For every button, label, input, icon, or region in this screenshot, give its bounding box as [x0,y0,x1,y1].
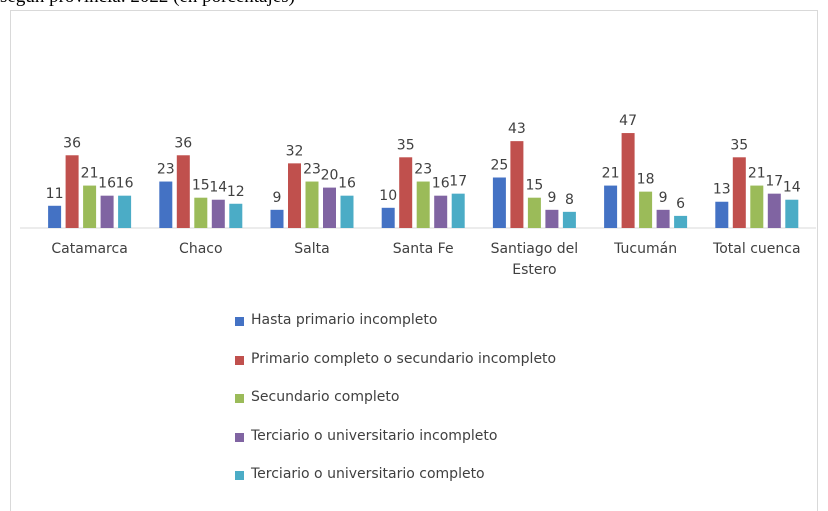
bar [416,181,430,228]
data-label: 8 [565,192,574,208]
data-label: 10 [379,188,397,204]
legend-label: Terciario o universitario incompleto [251,427,498,444]
bar [323,187,336,228]
data-label: 15 [192,178,210,194]
bar [732,157,746,228]
bar [656,209,670,228]
data-label: 9 [547,190,556,206]
legend-label: Terciario o universitario completo [251,466,485,482]
bar [288,163,301,228]
data-label: 23 [157,162,175,178]
x-tick-label: Santiago del Estero [490,241,579,278]
bar [83,185,97,228]
data-label: 47 [619,113,637,129]
bar [270,209,284,228]
bar [510,141,524,228]
bar [48,205,62,228]
bar [229,203,243,228]
data-label: 14 [783,180,801,196]
data-label: 36 [174,135,192,151]
data-label: 15 [525,178,543,194]
legend-label: Secundario completo [251,389,400,405]
data-label: 25 [490,158,508,174]
data-label: 16 [116,176,134,192]
data-label: 21 [602,166,620,182]
bar [100,195,114,228]
bar [604,185,618,228]
data-label: 43 [508,121,526,137]
bar [118,195,132,228]
bar [451,193,465,228]
bar [194,197,208,228]
data-label: 9 [273,190,282,206]
bar [527,197,541,228]
data-label: 14 [209,180,227,196]
legend-swatch [235,471,244,480]
data-label: 16 [98,176,116,192]
chart-frame [10,10,818,511]
x-tick-label: Santa Fe [392,241,454,257]
bar [715,201,729,228]
data-label: 20 [321,168,339,184]
data-label: 36 [63,135,81,151]
legend-swatch [235,355,244,365]
bar [381,207,395,228]
bar [211,199,225,228]
data-label: 32 [286,143,304,159]
bar [340,195,354,228]
data-label: 13 [713,182,731,198]
bar [176,155,190,228]
data-label: 11 [46,186,64,202]
bar [621,133,635,228]
data-label: 23 [414,162,432,178]
bar [639,191,653,228]
bar [305,181,319,228]
bar [785,199,799,228]
chart-title: según provincia. 2022 (en porcentajes) [0,0,295,8]
legend-label: Primario completo o secundario incomplet… [251,350,557,367]
data-label: 16 [338,176,356,192]
data-label: 12 [227,184,245,200]
bar [159,181,173,228]
data-label: 35 [397,137,415,153]
data-label: 35 [730,137,748,153]
data-label: 17 [765,174,783,190]
data-label: 17 [449,174,467,190]
bar [750,185,764,228]
bar [492,177,506,228]
x-tick-label: Catamarca [51,241,128,257]
bar [562,211,576,228]
bar [65,155,79,228]
bar [434,195,448,228]
legend-swatch [235,317,244,326]
bar [545,209,559,228]
x-tick-label: Tucumán [614,241,678,257]
x-tick-label: Chaco [179,241,223,257]
data-label: 9 [659,190,668,206]
bar [674,215,688,228]
data-label: 21 [81,166,99,182]
data-label: 23 [303,162,321,178]
data-label: 16 [432,176,450,192]
x-tick-label: Total cuenca [713,241,801,257]
bar [767,193,781,228]
x-tick-label: Salta [294,241,330,257]
bar [399,157,413,228]
data-label: 18 [637,172,655,188]
data-label: 21 [748,166,766,182]
legend-swatch [235,394,244,403]
legend-label: Hasta primario incompleto [251,312,438,328]
data-label: 6 [676,196,685,212]
legend-swatch [235,432,244,442]
